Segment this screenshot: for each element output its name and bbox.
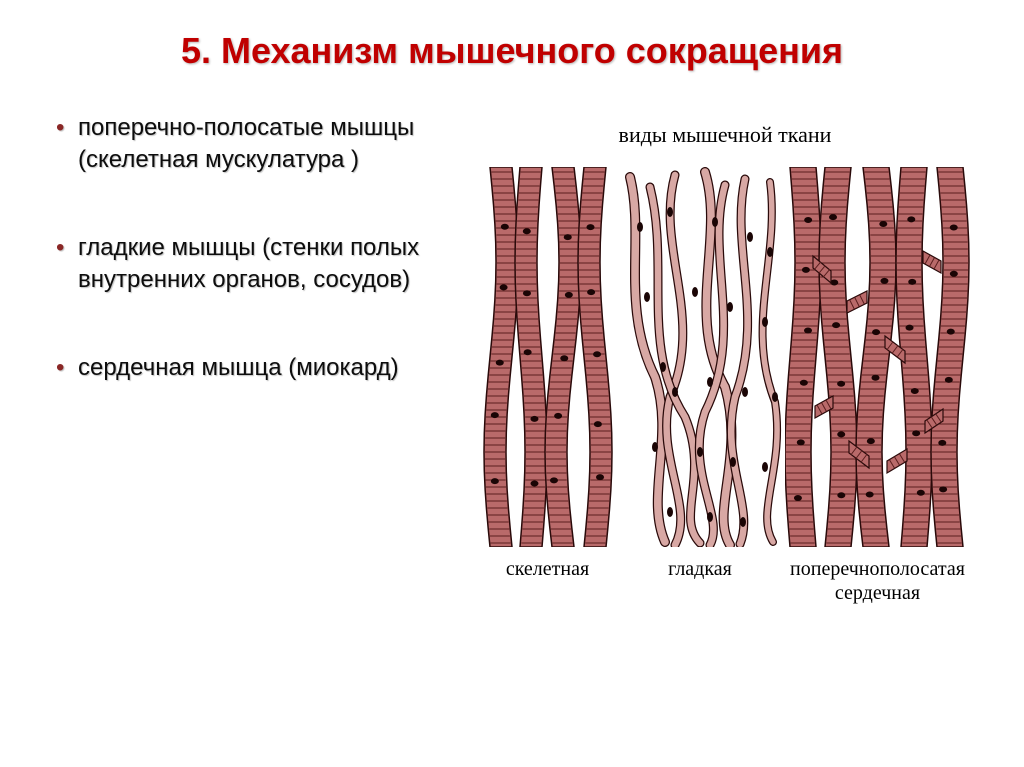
diagram-title: виды мышечной ткани (619, 122, 832, 148)
bullet-list: поперечно-полосатые мышцы (скелетная мус… (50, 112, 470, 605)
slide-title: 5. Механизм мышечного сокращения (50, 30, 974, 72)
skeletal-tissue: скелетная (480, 167, 615, 605)
smooth-fibers-svg (615, 167, 785, 547)
skeletal-label: скелетная (506, 557, 589, 581)
cardiac-tissue: поперечнополосатая сердечная (785, 167, 970, 605)
smooth-tissue: гладкая (615, 167, 785, 605)
content-area: поперечно-полосатые мышцы (скелетная мус… (50, 112, 974, 605)
smooth-label: гладкая (668, 557, 732, 581)
bullet-item: поперечно-полосатые мышцы (скелетная мус… (50, 112, 470, 177)
cardiac-label: поперечнополосатая сердечная (785, 557, 970, 605)
skeletal-fibers-svg (480, 167, 615, 547)
cardiac-fibers-svg (785, 167, 970, 547)
bullet-item: гладкие мышцы (стенки полых внутренних о… (50, 232, 470, 297)
bullet-item: сердечная мышца (миокард) (50, 352, 470, 384)
muscle-tissue-diagram: виды мышечной ткани скелетная гладкая по… (470, 112, 980, 605)
